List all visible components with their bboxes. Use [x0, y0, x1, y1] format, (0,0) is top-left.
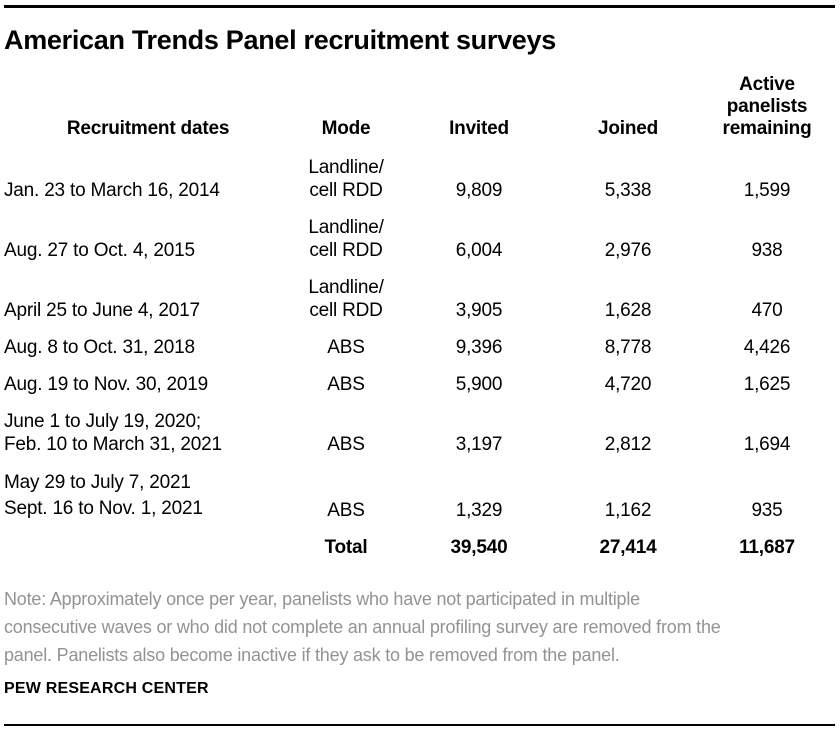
cell-mode: ABS: [327, 374, 365, 395]
cell-active: 1,694: [743, 434, 791, 455]
table-row: May 29 to July 7, 2021 Sept. 16 to Nov. …: [4, 456, 836, 522]
recruitment-surveys-table: Recruitment dates Mode Invited Joined Ac…: [4, 74, 836, 559]
table-total-row: Total 39,540 27,414 11,687: [4, 522, 836, 559]
cell-active: 938: [751, 240, 783, 261]
total-joined: 27,414: [599, 537, 657, 558]
cell-mode: Landline/ cell RDD: [308, 277, 384, 321]
cell-joined: 1,162: [604, 500, 652, 521]
cell-joined: 2,976: [604, 240, 652, 261]
cell-mode: Landline/ cell RDD: [308, 157, 384, 201]
cell-invited: 6,004: [455, 240, 503, 261]
cell-mode: ABS: [327, 337, 365, 358]
table-row: June 1 to July 19, 2020; Feb. 10 to Marc…: [4, 396, 836, 456]
total-label: Total: [324, 537, 368, 558]
cell-dates: Aug. 27 to Oct. 4, 2015: [4, 240, 195, 261]
cell-mode: Landline/ cell RDD: [308, 217, 384, 261]
cell-invited: 1,329: [455, 500, 503, 521]
source-label: PEW RESEARCH CENTER: [4, 680, 209, 697]
bottom-rule: [4, 724, 835, 726]
cell-joined: 8,778: [604, 337, 652, 358]
column-header-invited: Invited: [449, 118, 509, 139]
cell-empty: [4, 522, 292, 559]
cell-invited: 9,809: [455, 180, 503, 201]
cell-invited: 5,900: [455, 374, 503, 395]
column-header-recruitment-dates: Recruitment dates: [66, 118, 230, 139]
cell-invited: 9,396: [455, 337, 503, 358]
table-row: Aug. 8 to Oct. 31, 2018 ABS 9,396 8,778 …: [4, 322, 836, 359]
cell-active: 1,625: [743, 374, 791, 395]
cell-active: 470: [751, 300, 783, 321]
column-header-active-panelists-remaining: Active panelists remaining: [698, 74, 836, 142]
page-title: American Trends Panel recruitment survey…: [4, 25, 556, 55]
table-row: Jan. 23 to March 16, 2014 Landline/ cell…: [4, 142, 836, 202]
cell-active: 4,426: [743, 337, 791, 358]
cell-mode: ABS: [327, 434, 365, 455]
cell-invited: 3,197: [455, 434, 503, 455]
cell-joined: 4,720: [604, 374, 652, 395]
cell-joined: 2,812: [604, 434, 652, 455]
column-header-joined: Joined: [597, 118, 659, 139]
column-header-active-label: Active panelists remaining: [722, 74, 812, 139]
cell-invited: 3,905: [455, 300, 503, 321]
table-header-row: Recruitment dates Mode Invited Joined Ac…: [4, 74, 836, 142]
table-row: Aug. 27 to Oct. 4, 2015 Landline/ cell R…: [4, 202, 836, 262]
cell-joined: 1,628: [604, 300, 652, 321]
cell-dates: Aug. 19 to Nov. 30, 2019: [4, 374, 208, 395]
cell-active: 935: [751, 500, 783, 521]
content-area: American Trends Panel recruitment survey…: [0, 24, 840, 699]
cell-mode: ABS: [327, 500, 365, 521]
total-active: 11,687: [739, 537, 795, 558]
column-header-mode: Mode: [321, 118, 371, 139]
cell-dates: June 1 to July 19, 2020; Feb. 10 to Marc…: [4, 411, 222, 455]
top-rule: [4, 5, 835, 8]
total-invited: 39,540: [450, 537, 508, 558]
cell-joined: 5,338: [604, 180, 652, 201]
table-row: Aug. 19 to Nov. 30, 2019 ABS 5,900 4,720…: [4, 359, 836, 396]
cell-dates: Jan. 23 to March 16, 2014: [4, 180, 220, 201]
table-row: April 25 to June 4, 2017 Landline/ cell …: [4, 262, 836, 322]
cell-dates: April 25 to June 4, 2017: [4, 300, 200, 321]
cell-active: 1,599: [743, 180, 791, 201]
cell-dates: Aug. 8 to Oct. 31, 2018: [4, 337, 195, 358]
note-text: Note: Approximately once per year, panel…: [4, 589, 721, 665]
cell-dates: May 29 to July 7, 2021 Sept. 16 to Nov. …: [4, 472, 203, 519]
